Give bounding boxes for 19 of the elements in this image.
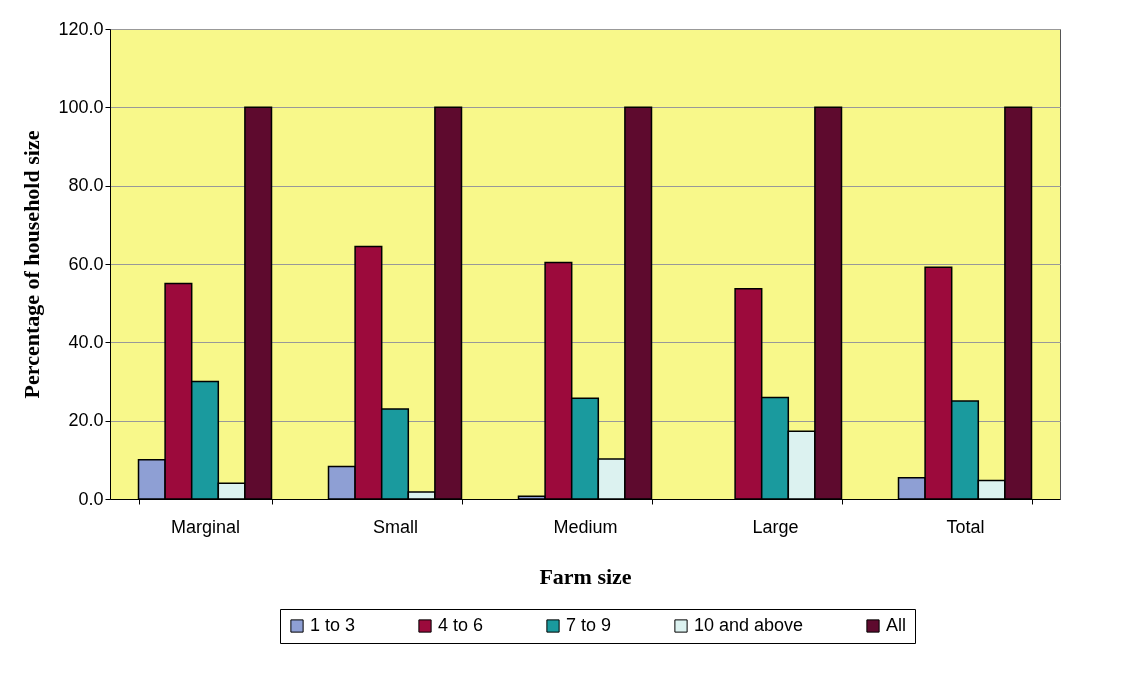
x-tick-label: Large bbox=[752, 516, 799, 537]
y-tick-label: 0.0 bbox=[78, 488, 104, 509]
legend-label: 4 to 6 bbox=[438, 615, 484, 635]
legend-label: All bbox=[886, 615, 907, 635]
x-tick-label: Medium bbox=[553, 516, 618, 537]
y-tick-label: 40.0 bbox=[68, 331, 104, 352]
y-tick-label: 100.0 bbox=[58, 96, 104, 117]
x-axis-title: Farm size bbox=[539, 563, 632, 589]
y-axis-title: Percentage of household size bbox=[19, 130, 45, 399]
y-tick-label: 80.0 bbox=[68, 175, 104, 196]
y-tick-label: 120.0 bbox=[58, 18, 104, 39]
x-tick-label: Marginal bbox=[170, 516, 241, 537]
y-tick-label: 20.0 bbox=[68, 410, 104, 431]
x-tick-label: Total bbox=[946, 516, 985, 537]
x-tick-label: Small bbox=[372, 516, 419, 537]
legend-label: 10 and above bbox=[694, 615, 804, 635]
legend-label: 1 to 3 bbox=[310, 615, 356, 635]
legend-label: 7 to 9 bbox=[566, 615, 612, 635]
y-tick-label: 60.0 bbox=[68, 253, 104, 274]
